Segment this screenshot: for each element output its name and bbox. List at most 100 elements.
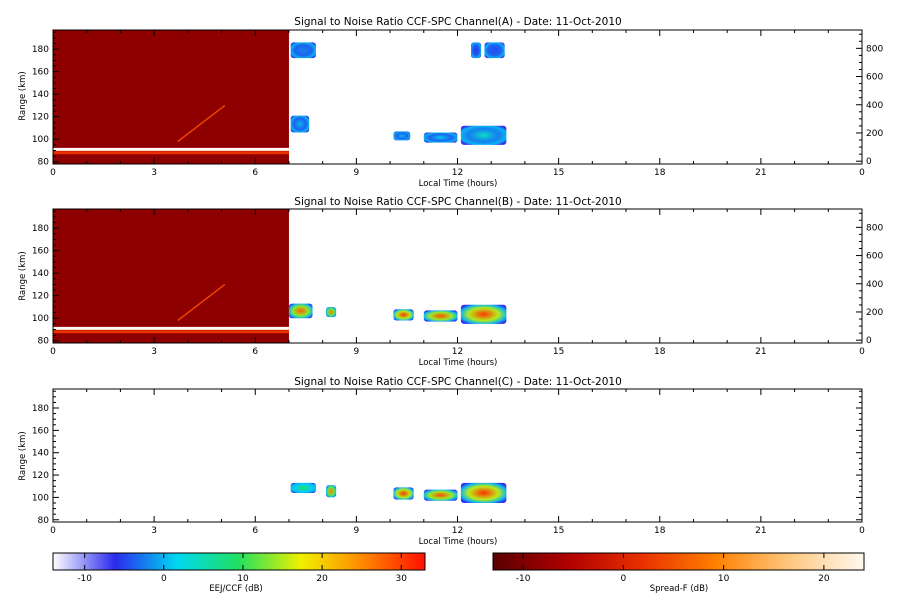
spread-f-region	[53, 30, 289, 164]
y-tick-label: 100	[32, 135, 49, 145]
panel-c-xlabel: Local Time (hours)	[419, 537, 498, 547]
y-tick-label: 140	[32, 449, 49, 459]
eej-patch	[326, 485, 337, 498]
colorbar-tick-label: 0	[620, 574, 626, 584]
x-tick-label: 21	[755, 347, 766, 357]
y2-tick-label: 600	[866, 73, 883, 83]
panel-c-title: Signal to Noise Ratio CCF-SPC Channel(C)…	[294, 376, 622, 388]
x-tick-label: 18	[654, 347, 666, 357]
eej-patch	[460, 304, 507, 324]
x-tick-label: 21	[755, 168, 766, 178]
eej-patch	[326, 306, 337, 318]
x-tick-label: 0	[859, 347, 865, 357]
eej-patch	[288, 303, 313, 319]
y-tick-label: 160	[32, 247, 49, 257]
eej-patch	[393, 487, 414, 500]
x-tick-label: 15	[553, 526, 564, 536]
y-tick-label: 80	[38, 158, 50, 168]
y-tick-label: 120	[32, 113, 49, 123]
colorbar-tick-label: 0	[161, 574, 167, 584]
panel-a: Signal to Noise Ratio CCF-SPC Channel(A)…	[18, 16, 883, 189]
x-tick-label: 6	[252, 168, 258, 178]
spread-f-streak	[53, 151, 289, 155]
x-tick-label: 15	[553, 168, 564, 178]
y-tick-label: 160	[32, 68, 49, 78]
y2-tick-label: 400	[866, 280, 883, 290]
colorbar-tick-label: 20	[316, 574, 328, 584]
x-tick-label: 9	[354, 347, 360, 357]
colorbar-tick-label: 20	[818, 574, 830, 584]
y-tick-label: 80	[38, 516, 50, 526]
x-tick-label: 0	[859, 168, 865, 178]
x-tick-label: 18	[654, 168, 666, 178]
colorbar-tick-label: -10	[516, 574, 531, 584]
eej-patch	[460, 482, 507, 503]
x-tick-label: 18	[654, 526, 666, 536]
plot-background	[53, 389, 862, 522]
x-tick-label: 15	[553, 347, 564, 357]
x-tick-label: 21	[755, 526, 766, 536]
panel-c: Signal to Noise Ratio CCF-SPC Channel(C)…	[18, 376, 865, 547]
x-tick-label: 0	[859, 526, 865, 536]
spread-f-streak	[177, 104, 226, 143]
x-tick-label: 0	[50, 347, 56, 357]
panel-b-plot: 0 3 6 9 12 15 18 21 0801001201401601800200400600…	[32, 208, 883, 357]
x-tick-label: 12	[452, 526, 463, 536]
y2-tick-label: 200	[866, 129, 883, 139]
x-tick-label: 9	[354, 526, 360, 536]
x-tick-label: 3	[151, 347, 157, 357]
y2-tick-label: 0	[866, 157, 872, 167]
x-tick-label: 12	[452, 347, 463, 357]
colorbar-gradient	[52, 552, 426, 571]
x-tick-label: 3	[151, 526, 157, 536]
panel-b-title: Signal to Noise Ratio CCF-SPC Channel(B)…	[294, 196, 621, 208]
eej-patch	[470, 42, 482, 59]
spread-f-streak	[177, 283, 226, 322]
x-tick-label: 0	[50, 526, 56, 536]
y2-tick-label: 200	[866, 308, 883, 318]
eej-patch	[290, 42, 316, 59]
spread-f-streak	[53, 330, 289, 334]
y2-tick-label: 800	[866, 44, 883, 54]
y-tick-label: 140	[32, 269, 49, 279]
panel-b-ylabel: Range (km)	[18, 251, 28, 300]
y-tick-label: 180	[32, 224, 49, 234]
y-tick-label: 80	[38, 337, 50, 347]
panel-a-title: Signal to Noise Ratio CCF-SPC Channel(A)…	[294, 16, 621, 28]
colorbar-tick-label: 10	[237, 574, 249, 584]
eej-patch	[484, 42, 505, 59]
x-tick-label: 3	[151, 168, 157, 178]
y2-tick-label: 0	[866, 336, 872, 346]
colorbar-tick-label: -10	[77, 574, 92, 584]
panel-c-ylabel: Range (km)	[18, 431, 28, 480]
y-tick-label: 120	[32, 471, 49, 481]
y2-tick-label: 400	[866, 101, 883, 111]
y-tick-label: 100	[32, 314, 49, 324]
eej-patch	[460, 125, 507, 145]
y-tick-label: 100	[32, 493, 49, 503]
y-tick-label: 180	[32, 404, 49, 414]
spread-f-region	[53, 209, 289, 343]
eej-patch	[393, 309, 414, 321]
y-tick-label: 180	[32, 45, 49, 55]
colorbar-tick-label: 10	[718, 574, 730, 584]
eej-colorbar-label: EEJ/CCF (dB)	[209, 584, 262, 594]
eej-patch	[393, 131, 411, 141]
y-tick-label: 120	[32, 292, 49, 302]
eej-patch	[290, 115, 310, 133]
colorbar-gradient	[492, 552, 865, 571]
panel-b: Signal to Noise Ratio CCF-SPC Channel(B)…	[18, 196, 883, 368]
x-tick-label: 6	[252, 347, 258, 357]
eej-patch	[290, 482, 316, 493]
eej-patch	[423, 310, 458, 322]
y2-tick-label: 600	[866, 252, 883, 262]
panel-b-xlabel: Local Time (hours)	[419, 358, 498, 368]
panel-a-plot: 0 3 6 9 12 15 18 21 0801001201401601800200400600…	[32, 29, 883, 178]
x-tick-label: 9	[354, 168, 360, 178]
y-tick-label: 140	[32, 90, 49, 100]
panel-a-ylabel: Range (km)	[18, 71, 28, 120]
eej-colorbar: -10 0 10 20 30	[52, 552, 426, 584]
eej-patch	[423, 132, 458, 143]
